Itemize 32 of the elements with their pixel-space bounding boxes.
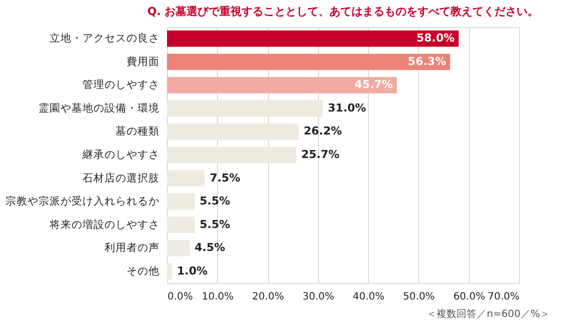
y-tick-label: 宗教や宗派が受け入れられるか	[6, 194, 160, 208]
y-tick-label: 管理のしやすさ	[82, 79, 160, 92]
y-tick-label: 墓の種類	[116, 124, 160, 138]
x-tick-label: 50.0%	[403, 292, 435, 302]
data-label: 25.7%	[301, 148, 340, 161]
x-tick-label: 40.0%	[352, 292, 385, 302]
data-label: 31.0%	[328, 101, 366, 114]
chart-title: Q. お墓選びで重視することとして、あてはまるものをすべて教えてください。	[147, 5, 539, 18]
data-label: 56.3%	[408, 54, 446, 68]
x-tick-label: 60.0%	[453, 292, 486, 302]
y-tick-label: 費用面	[126, 54, 160, 68]
data-label: 7.5%	[210, 171, 240, 184]
y-tick-label: 霊園や墓地の設備・環境	[38, 101, 160, 114]
x-tick-label: 70.0%	[488, 292, 520, 302]
data-label: 26.2%	[304, 124, 342, 138]
y-tick-label: 将来の増設のしやすさ	[48, 218, 160, 231]
text: ＜複数回答／n=600／%＞	[426, 308, 550, 321]
x-tick-label: 0.0%	[168, 292, 193, 302]
data-label: 5.5%	[200, 218, 230, 231]
data-label: 58.0%	[416, 32, 455, 45]
y-tick-label: 継承のしやすさ	[82, 148, 160, 161]
data-label: 4.5%	[194, 241, 226, 254]
data-label: 5.5%	[200, 194, 230, 208]
x-tick-label: 20.0%	[252, 292, 284, 302]
data-label: 45.7%	[354, 78, 393, 92]
x-tick-label: 10.0%	[202, 292, 234, 302]
y-tick-label: その他	[126, 265, 160, 278]
y-tick-label: 利用者の声	[104, 241, 160, 254]
y-tick-label: 石材店の選択肢	[82, 171, 160, 184]
x-tick-label: 30.0%	[302, 292, 334, 302]
y-tick-label: 立地・アクセスの良さ	[50, 32, 160, 45]
data-label: 1.0%	[177, 264, 208, 278]
